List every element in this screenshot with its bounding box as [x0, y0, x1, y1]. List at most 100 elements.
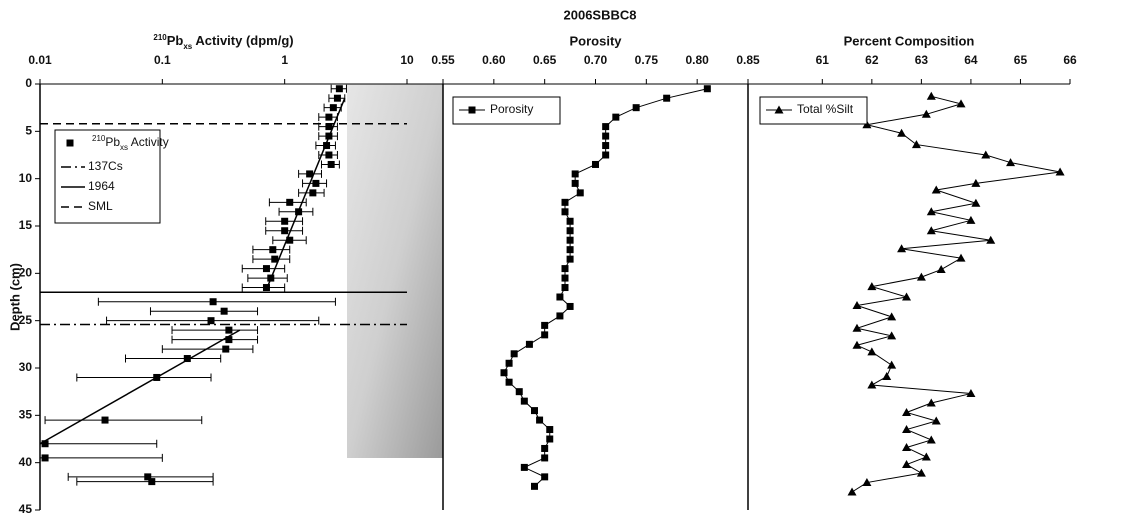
data-point: [911, 140, 921, 149]
series-line: [851, 95, 1061, 493]
data-point: [592, 160, 599, 168]
data-point: [541, 473, 549, 481]
y-tick-label: 10: [19, 171, 33, 185]
data-point: [295, 208, 303, 216]
data-point: [852, 301, 862, 310]
data-point: [546, 435, 554, 443]
data-point: [916, 272, 926, 281]
y-axis-label: Depth (cm): [7, 263, 22, 331]
y-tick-label: 20: [19, 266, 33, 280]
data-point: [309, 189, 317, 197]
data-point: [286, 236, 294, 244]
data-point: [515, 388, 523, 396]
error-bar: [161, 345, 254, 354]
data-point: [902, 425, 912, 434]
data-point: [269, 246, 277, 254]
data-point: [541, 331, 549, 339]
data-point: [576, 189, 584, 197]
error-bar: [39, 439, 158, 448]
data-point: [281, 227, 289, 235]
data-point: [571, 179, 579, 187]
data-point: [956, 99, 966, 108]
y-tick-label: 30: [19, 360, 33, 374]
data-point: [325, 132, 333, 140]
x-tick-label: 0.1: [154, 53, 171, 67]
data-point: [956, 253, 966, 262]
x-tick-label: 0.60: [482, 53, 506, 67]
data-point: [981, 150, 991, 159]
data-point: [602, 132, 610, 140]
data-point: [852, 323, 862, 332]
data-point: [561, 208, 569, 216]
data-point: [505, 378, 513, 386]
data-point: [500, 369, 508, 377]
data-point: [902, 292, 912, 301]
data-point: [541, 444, 549, 452]
data-point: [225, 336, 233, 344]
data-point: [281, 217, 289, 225]
data-point: [510, 350, 518, 358]
legend-label: 210Pbxs Activity: [92, 134, 169, 152]
data-point: [541, 321, 549, 329]
data-point: [335, 85, 343, 93]
data-point: [566, 227, 574, 235]
text-part: 210: [92, 134, 106, 143]
data-point: [566, 246, 574, 254]
data-point: [566, 255, 574, 263]
data-point: [902, 407, 912, 416]
data-point: [520, 397, 528, 405]
error-bar: [149, 307, 259, 316]
data-point: [703, 85, 711, 93]
text-part: xs: [120, 143, 128, 152]
data-point: [887, 360, 897, 369]
data-point: [546, 426, 554, 434]
data-point: [561, 198, 569, 206]
data-point: [209, 298, 217, 306]
error-bar: [44, 416, 203, 425]
x-tick-label: 66: [1063, 53, 1077, 67]
data-point: [852, 340, 862, 349]
data-point: [566, 217, 574, 225]
data-point: [271, 255, 279, 263]
data-point: [1055, 167, 1065, 176]
legend-marker: [468, 106, 476, 114]
data-point: [286, 198, 294, 206]
data-point: [882, 372, 892, 381]
data-point: [931, 416, 941, 425]
data-point: [325, 123, 333, 131]
x-tick-label: 0.55: [431, 53, 455, 67]
data-point: [971, 178, 981, 187]
data-point: [566, 302, 574, 310]
x-tick-label: 0.85: [736, 53, 760, 67]
x-tick-label: 0.01: [28, 53, 52, 67]
data-point: [541, 454, 549, 462]
x-tick-label: 0.80: [685, 53, 709, 67]
data-point: [531, 407, 538, 415]
legend-marker: [66, 139, 74, 147]
data-point: [602, 142, 610, 150]
x-tick-label: 0.65: [533, 53, 557, 67]
data-point: [966, 215, 976, 224]
data-point: [329, 104, 337, 112]
figure-title: 2006SBBC8: [564, 7, 637, 22]
data-point: [325, 151, 333, 159]
y-tick-label: 40: [19, 455, 33, 469]
data-point: [926, 91, 936, 100]
error-bar: [39, 453, 163, 462]
data-point: [966, 389, 976, 398]
data-point: [926, 226, 936, 235]
data-point: [144, 473, 152, 481]
data-point: [267, 274, 275, 282]
data-point: [926, 207, 936, 216]
data-point: [183, 355, 191, 363]
data-point: [663, 94, 671, 102]
error-bar: [76, 477, 214, 486]
y-tick-label: 0: [25, 76, 32, 90]
error-bar: [67, 472, 214, 481]
data-point: [936, 265, 946, 274]
data-point: [916, 468, 926, 477]
data-point: [612, 113, 620, 121]
data-point: [571, 170, 579, 178]
data-point: [1006, 158, 1016, 167]
